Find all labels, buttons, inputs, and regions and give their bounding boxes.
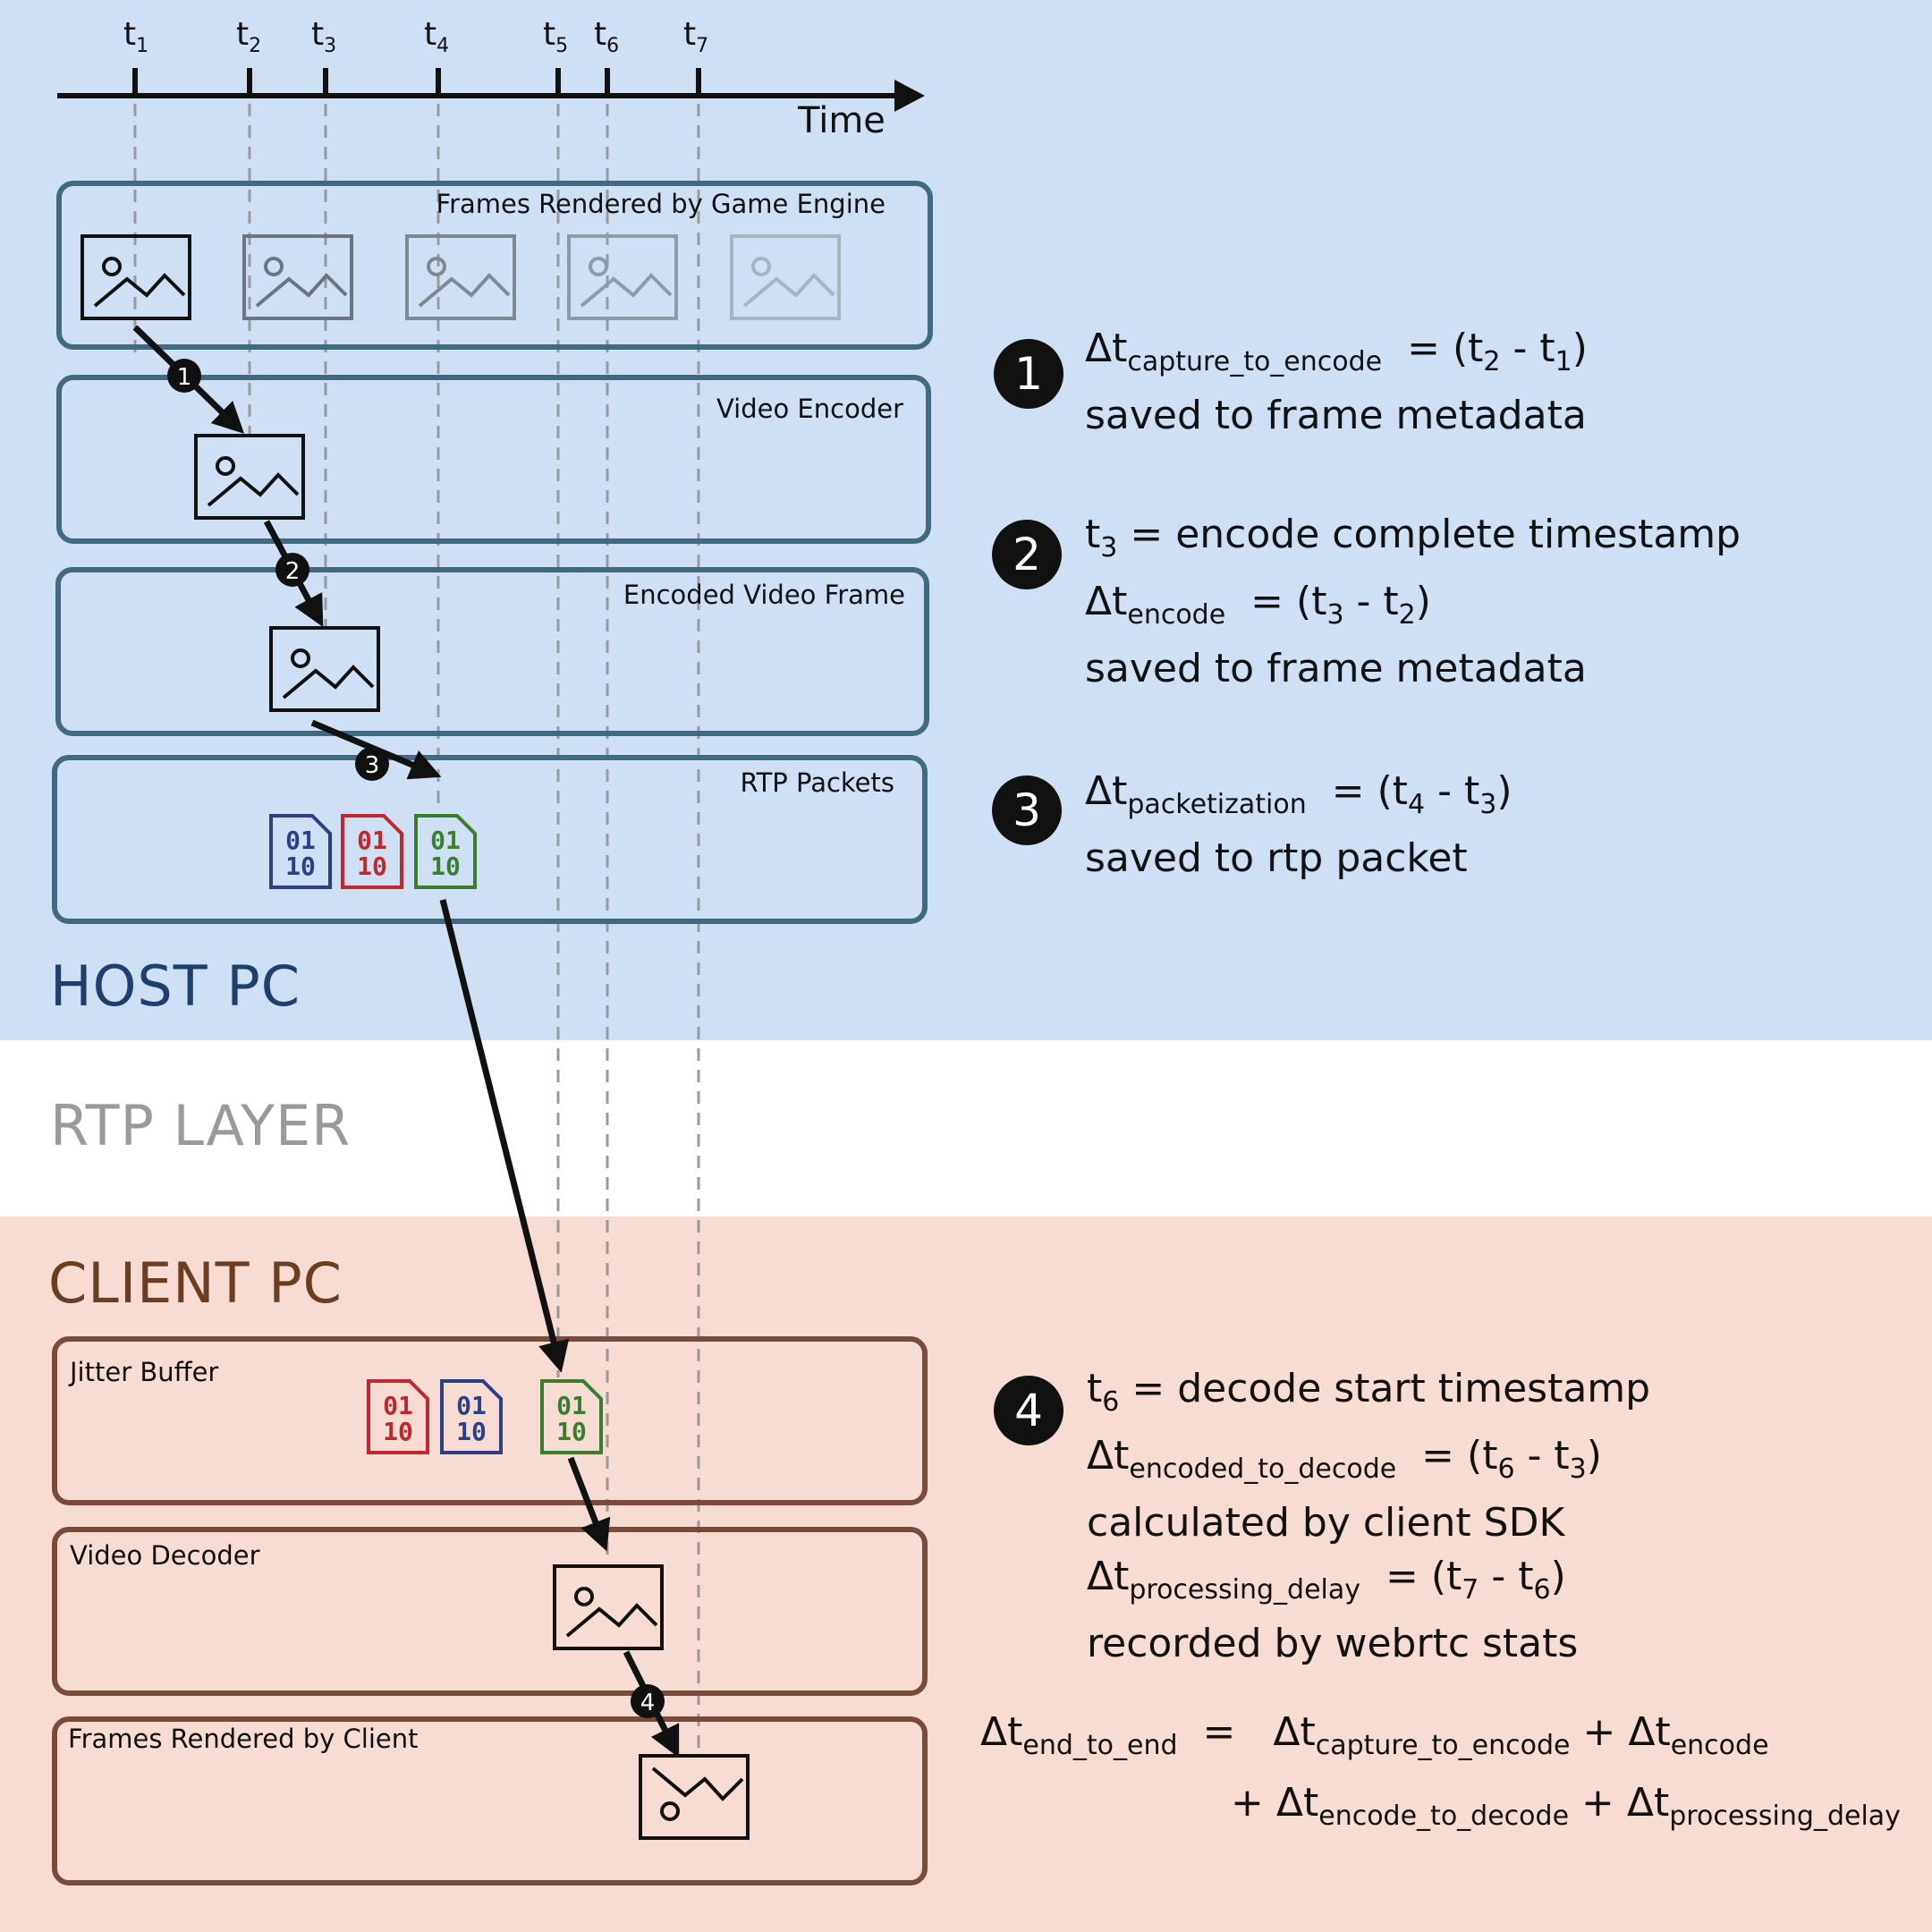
note-2-line-1: t3 = encode complete timestamp <box>1085 512 1741 564</box>
tick-label-t7: t7 <box>683 16 709 58</box>
client-pc-label: CLIENT PC <box>48 1250 343 1316</box>
note-3: Δtpacketization = (t4 - t3) saved to rtp… <box>1085 765 1512 886</box>
note-4-badge: 4 <box>994 1376 1063 1445</box>
packet-icon-red: 01 10 <box>341 814 403 889</box>
jitter-packet-icon-blue: 01 10 <box>440 1379 503 1454</box>
box-encoded-video-frame <box>55 567 929 736</box>
packet-bits-top: 01 <box>556 1391 587 1420</box>
encoded-frame-icon <box>269 626 380 712</box>
label-encoded-video-frame: Encoded Video Frame <box>623 580 905 610</box>
note-1-line-1: Δtcapture_to_encode = (t2 - t1) <box>1085 326 1588 377</box>
jitter-packet-icon-green: 01 10 <box>540 1379 603 1454</box>
label-jitter-buffer: Jitter Buffer <box>70 1357 219 1387</box>
box-rtp-packets <box>52 755 928 924</box>
note-2-badge: 2 <box>992 520 1062 589</box>
packet-bits-top: 01 <box>285 826 316 855</box>
note-4: t6 = decode start timestamp Δtencoded_to… <box>1087 1362 1650 1671</box>
jitter-packet-icon-red: 01 10 <box>367 1379 429 1454</box>
step-badge-1-label: 1 <box>177 364 192 391</box>
frame-image-icon-5 <box>730 234 841 320</box>
tick-label-t2: t2 <box>236 16 262 58</box>
step-badge-4-label: 4 <box>640 1690 656 1716</box>
packet-bits-bottom: 10 <box>430 852 461 881</box>
box-frames-rendered-engine <box>56 181 933 350</box>
note-3-line-2: saved to rtp packet <box>1085 835 1468 881</box>
packet-bits-bottom: 10 <box>556 1417 587 1446</box>
packet-bits-bottom: 10 <box>357 852 387 881</box>
note-4-line-5: recorded by webrtc stats <box>1087 1621 1579 1666</box>
packet-bits-top: 01 <box>357 826 387 855</box>
packet-bits-bottom: 10 <box>285 852 316 881</box>
time-axis-arrowhead <box>894 80 925 112</box>
packet-icon-blue: 01 10 <box>269 814 332 889</box>
rtp-layer-region <box>0 1040 1932 1216</box>
note-4-line-1: t6 = decode start timestamp <box>1087 1366 1651 1418</box>
frame-image-icon-4 <box>567 234 678 320</box>
step-badge-3-label: 3 <box>365 752 380 779</box>
client-pc-region <box>0 1216 1932 1932</box>
tick-label-t5: t5 <box>543 16 569 58</box>
box-jitter-buffer <box>52 1336 928 1505</box>
note-4-line-4: Δtprocessing_delay = (t7 - t6) <box>1087 1554 1566 1606</box>
end-to-end-formula-line-1: Δtend_to_end = Δtcapture_to_encode + Δte… <box>980 1709 1769 1761</box>
box-frames-rendered-client <box>52 1716 928 1885</box>
encoder-frame-icon <box>194 434 305 520</box>
step-badge-4: 4 <box>631 1684 665 1718</box>
time-axis-label: Time <box>798 100 886 141</box>
note-2-line-3: saved to frame metadata <box>1085 646 1587 691</box>
label-frames-rendered-engine: Frames Rendered by Game Engine <box>436 189 886 219</box>
note-2-line-2: Δtencode = (t3 - t2) <box>1085 579 1431 631</box>
host-pc-label: HOST PC <box>50 953 301 1019</box>
step-badge-2: 2 <box>275 553 309 587</box>
packet-bits-bottom: 10 <box>383 1417 413 1446</box>
decoder-frame-icon <box>553 1564 664 1650</box>
rtp-layer-label: RTP LAYER <box>50 1093 352 1158</box>
label-video-decoder: Video Decoder <box>70 1540 260 1571</box>
label-frames-rendered-client: Frames Rendered by Client <box>68 1724 419 1754</box>
packet-bits-bottom: 10 <box>456 1417 487 1446</box>
client-frame-icon <box>639 1754 750 1840</box>
step-badge-2-label: 2 <box>285 558 301 585</box>
note-1-line-2: saved to frame metadata <box>1085 393 1587 438</box>
step-badge-3: 3 <box>355 747 389 781</box>
packet-bits-top: 01 <box>456 1391 487 1420</box>
note-1: Δtcapture_to_encode = (t2 - t1) saved to… <box>1085 322 1588 443</box>
label-video-encoder: Video Encoder <box>716 394 903 424</box>
frame-image-icon-2 <box>242 234 353 320</box>
note-3-badge: 3 <box>992 775 1062 845</box>
packet-icon-green: 01 10 <box>414 814 477 889</box>
packet-bits-top: 01 <box>430 826 461 855</box>
frame-image-icon-3 <box>405 234 516 320</box>
note-1-badge: 1 <box>994 339 1063 409</box>
tick-label-t1: t1 <box>123 16 149 58</box>
note-2: t3 = encode complete timestamp Δtencode … <box>1085 508 1741 696</box>
arrow-packet-transfer <box>439 899 570 1373</box>
packet-bits-top: 01 <box>383 1391 413 1420</box>
note-4-line-3: calculated by client SDK <box>1087 1500 1565 1546</box>
box-video-encoder <box>56 375 931 544</box>
arrow-jitter-to-decoder <box>567 1456 611 1552</box>
label-rtp-packets: RTP Packets <box>740 767 894 798</box>
host-pc-region <box>0 0 1932 1040</box>
tick-label-t6: t6 <box>594 16 620 58</box>
tick-label-t3: t3 <box>311 16 337 58</box>
tick-label-t4: t4 <box>424 16 450 58</box>
box-video-decoder <box>52 1527 928 1696</box>
step-badge-1: 1 <box>167 359 201 393</box>
note-3-line-1: Δtpacketization = (t4 - t3) <box>1085 768 1513 820</box>
end-to-end-formula-line-2: + Δtencode_to_decode + Δtprocessing_dela… <box>1231 1780 1901 1832</box>
note-4-line-2: Δtencoded_to_decode = (t6 - t3) <box>1087 1433 1602 1485</box>
